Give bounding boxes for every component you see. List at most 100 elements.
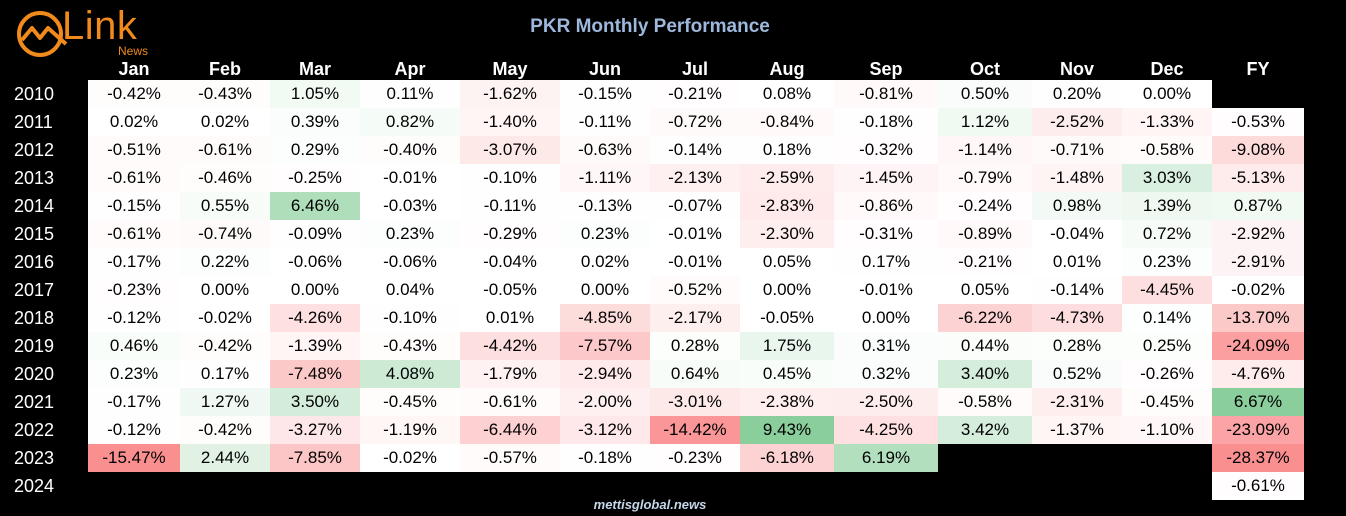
cell-2016-may: -0.04% <box>460 248 560 276</box>
cell-2023-sep: 6.19% <box>834 444 938 472</box>
cell-2021-may: -0.61% <box>460 388 560 416</box>
cell-2011-mar: 0.39% <box>270 108 360 136</box>
cell-2013-aug: -2.59% <box>740 164 834 192</box>
column-header-feb: Feb <box>208 59 241 79</box>
cell-2015-jan: -0.61% <box>88 220 180 248</box>
cell-2012-jan: -0.51% <box>88 136 180 164</box>
cell-2011-nov: -2.52% <box>1032 108 1122 136</box>
cell-2011-dec: -1.33% <box>1122 108 1212 136</box>
row-label-2013: 2013 <box>14 168 55 188</box>
cell-2017-jun: 0.00% <box>560 276 650 304</box>
row-label-2021: 2021 <box>14 392 55 412</box>
cell-2020-apr: 4.08% <box>360 360 460 388</box>
cell-2022-aug: 9.43% <box>740 416 834 444</box>
cell-2015-fy: -2.92% <box>1212 220 1304 248</box>
cell-2012-jun: -0.63% <box>560 136 650 164</box>
cell-2010-oct: 0.50% <box>938 80 1032 108</box>
cell-2012-oct: -1.14% <box>938 136 1032 164</box>
cell-2011-fy: -0.53% <box>1212 108 1304 136</box>
cell-2019-apr: -0.43% <box>360 332 460 360</box>
cell-2012-may: -3.07% <box>460 136 560 164</box>
cell-2020-feb: 0.17% <box>180 360 270 388</box>
cell-2014-aug: -2.83% <box>740 192 834 220</box>
cell-2022-apr: -1.19% <box>360 416 460 444</box>
cell-2010-sep: -0.81% <box>834 80 938 108</box>
cell-2024-fy: -0.61% <box>1212 472 1304 500</box>
cell-2014-jan: -0.15% <box>88 192 180 220</box>
cell-2018-dec: 0.14% <box>1122 304 1212 332</box>
cell-2018-sep: 0.00% <box>834 304 938 332</box>
cell-2023-jun: -0.18% <box>560 444 650 472</box>
cell-2014-fy: 0.87% <box>1212 192 1304 220</box>
cell-2015-aug: -2.30% <box>740 220 834 248</box>
cell-2014-mar: 6.46% <box>270 192 360 220</box>
row-label-2024: 2024 <box>14 476 55 496</box>
cell-2021-apr: -0.45% <box>360 388 460 416</box>
cell-2022-dec: -1.10% <box>1122 416 1212 444</box>
cell-2017-apr: 0.04% <box>360 276 460 304</box>
cell-2021-jun: -2.00% <box>560 388 650 416</box>
cell-2014-jul: -0.07% <box>650 192 740 220</box>
cell-2012-feb: -0.61% <box>180 136 270 164</box>
cell-2010-dec: 0.00% <box>1122 80 1212 108</box>
cell-2015-nov: -0.04% <box>1032 220 1122 248</box>
cell-2012-nov: -0.71% <box>1032 136 1122 164</box>
cell-2011-jul: -0.72% <box>650 108 740 136</box>
cell-2013-fy: -5.13% <box>1212 164 1304 192</box>
cell-2018-jan: -0.12% <box>88 304 180 332</box>
cell-2015-jul: -0.01% <box>650 220 740 248</box>
cell-2010-may: -1.62% <box>460 80 560 108</box>
cell-2010-feb: -0.43% <box>180 80 270 108</box>
cell-2020-jan: 0.23% <box>88 360 180 388</box>
cell-2014-nov: 0.98% <box>1032 192 1122 220</box>
row-label-2016: 2016 <box>14 252 55 272</box>
cell-2020-dec: -0.26% <box>1122 360 1212 388</box>
cell-2017-fy: -0.02% <box>1212 276 1304 304</box>
cell-2019-fy: -24.09% <box>1212 332 1304 360</box>
cell-2022-mar: -3.27% <box>270 416 360 444</box>
cell-2018-jun: -4.85% <box>560 304 650 332</box>
row-label-2022: 2022 <box>14 420 55 440</box>
column-header-aug: Aug <box>769 59 805 79</box>
cell-2017-oct: 0.05% <box>938 276 1032 304</box>
column-header-dec: Dec <box>1150 59 1184 79</box>
cell-2021-aug: -2.38% <box>740 388 834 416</box>
cell-2013-feb: -0.46% <box>180 164 270 192</box>
cell-2011-aug: -0.84% <box>740 108 834 136</box>
cell-2011-jun: -0.11% <box>560 108 650 136</box>
cell-2021-dec: -0.45% <box>1122 388 1212 416</box>
cell-2022-sep: -4.25% <box>834 416 938 444</box>
cell-2012-jul: -0.14% <box>650 136 740 164</box>
cell-2019-oct: 0.44% <box>938 332 1032 360</box>
cell-2013-jan: -0.61% <box>88 164 180 192</box>
cell-2020-sep: 0.32% <box>834 360 938 388</box>
column-header-jan: Jan <box>118 59 150 79</box>
cell-2013-apr: -0.01% <box>360 164 460 192</box>
cell-2018-apr: -0.10% <box>360 304 460 332</box>
cell-2012-apr: -0.40% <box>360 136 460 164</box>
cell-2023-fy: -28.37% <box>1212 444 1304 472</box>
cell-2022-may: -6.44% <box>460 416 560 444</box>
cell-2020-may: -1.79% <box>460 360 560 388</box>
cell-2016-jan: -0.17% <box>88 248 180 276</box>
row-label-2023: 2023 <box>14 448 55 468</box>
cell-2015-may: -0.29% <box>460 220 560 248</box>
cell-2015-mar: -0.09% <box>270 220 360 248</box>
cell-2021-feb: 1.27% <box>180 388 270 416</box>
logo-text: Link <box>62 4 138 48</box>
cell-2013-jun: -1.11% <box>560 164 650 192</box>
cell-2020-fy: -4.76% <box>1212 360 1304 388</box>
cell-2016-nov: 0.01% <box>1032 248 1122 276</box>
cell-2013-mar: -0.25% <box>270 164 360 192</box>
cell-2017-jul: -0.52% <box>650 276 740 304</box>
cell-2019-jun: -7.57% <box>560 332 650 360</box>
cell-2018-may: 0.01% <box>460 304 560 332</box>
cell-2012-dec: -0.58% <box>1122 136 1212 164</box>
column-header-mar: Mar <box>298 59 331 79</box>
cell-2011-feb: 0.02% <box>180 108 270 136</box>
cell-2020-mar: -7.48% <box>270 360 360 388</box>
cell-2015-oct: -0.89% <box>938 220 1032 248</box>
cell-2021-oct: -0.58% <box>938 388 1032 416</box>
cell-2021-sep: -2.50% <box>834 388 938 416</box>
